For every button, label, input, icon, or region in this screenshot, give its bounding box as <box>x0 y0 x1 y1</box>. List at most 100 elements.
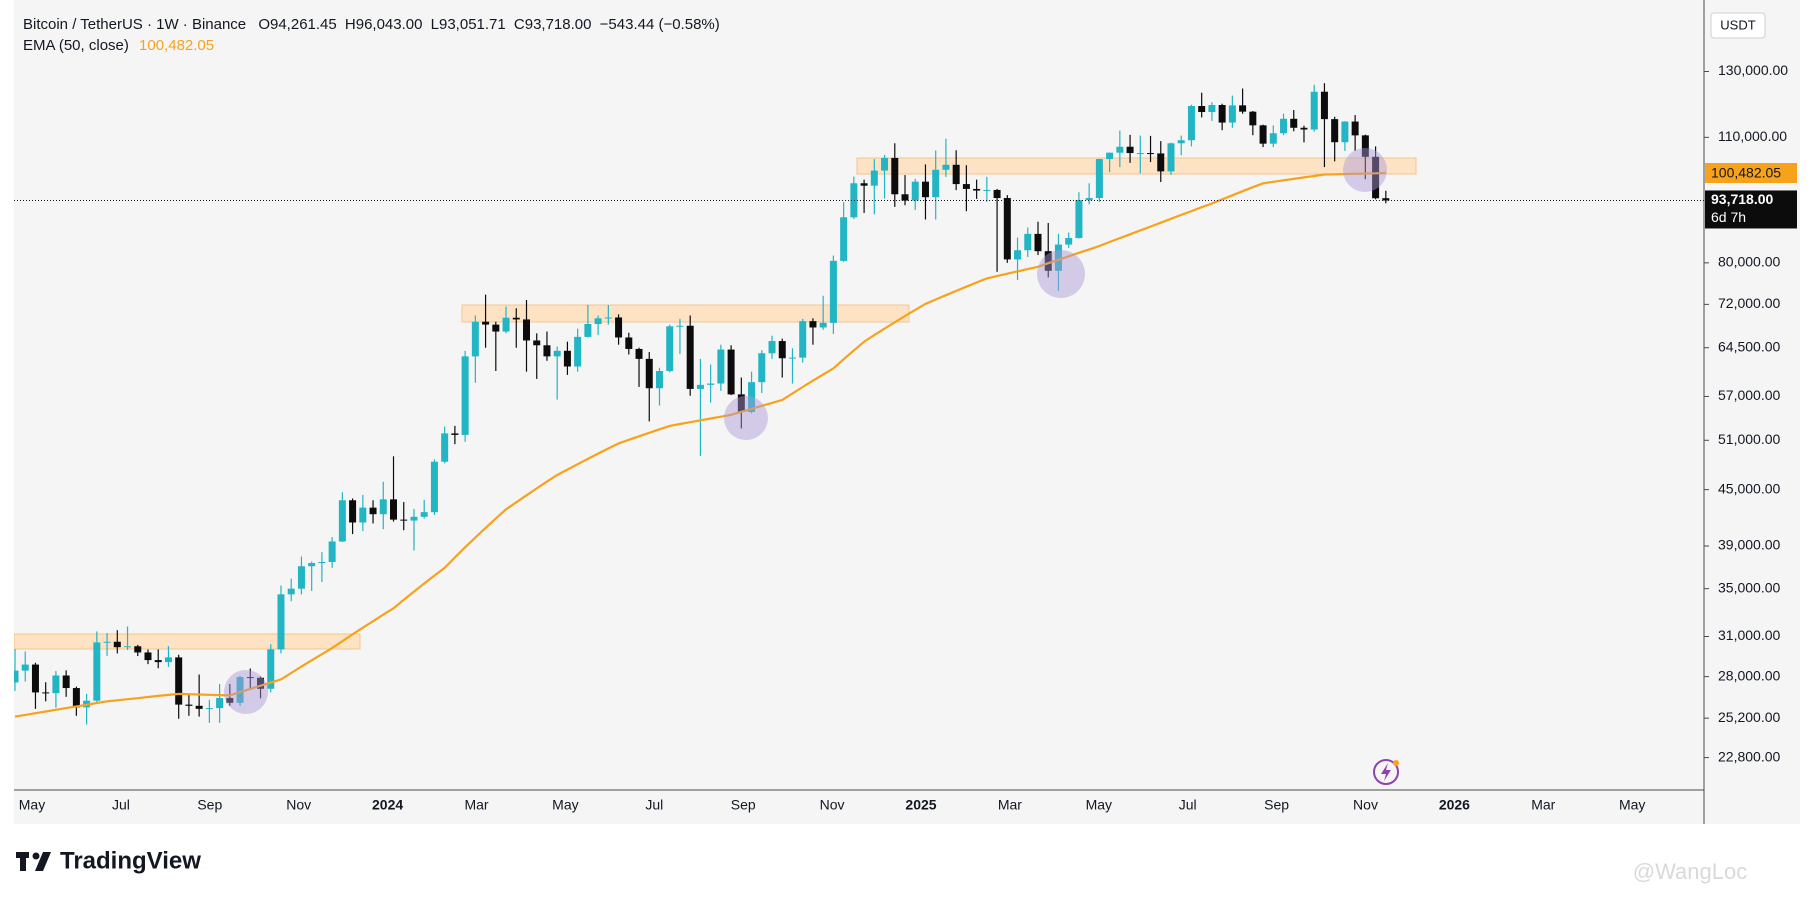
candle-body <box>574 336 582 367</box>
candle-body <box>1351 121 1359 136</box>
candle-body <box>799 321 807 358</box>
ema-layer <box>14 171 1386 718</box>
candle-body <box>788 357 796 359</box>
countdown-label: 6d 7h <box>1711 209 1746 225</box>
legend-row: Bitcoin / TetherUS · 1W · Binance O94,26… <box>23 14 728 35</box>
ohlc: C93,718.00 <box>513 16 592 33</box>
x-tick-label: Mar <box>1531 797 1555 813</box>
x-tick-label: Sep <box>1264 797 1289 813</box>
candle-body <box>1034 233 1042 252</box>
candle-body <box>1198 106 1206 113</box>
candle-body <box>1331 119 1339 143</box>
candle-body <box>748 382 756 412</box>
y-tick-label: 130,000.00 <box>1718 62 1788 78</box>
candle-body <box>1085 198 1093 201</box>
candle-body <box>461 356 469 435</box>
candle-body <box>287 588 295 595</box>
candle-body <box>328 541 336 563</box>
candle-body <box>809 321 817 328</box>
candle-body <box>512 317 520 320</box>
candle-body <box>635 348 643 359</box>
x-tick-label: May <box>1086 797 1112 813</box>
candle-body <box>850 183 858 218</box>
candle-body <box>911 181 919 201</box>
candle-body <box>952 164 960 185</box>
y-tick-label: 110,000.00 <box>1718 128 1787 144</box>
plot-area <box>14 83 1417 725</box>
zone <box>856 157 1417 175</box>
candle-body <box>819 322 827 328</box>
candle-body <box>932 169 940 198</box>
candle-body <box>1187 106 1195 141</box>
y-tick-label: 25,200.00 <box>1718 709 1780 725</box>
candle-body <box>430 461 438 513</box>
legend: Bitcoin / TetherUS · 1W · Binance O94,26… <box>23 14 728 56</box>
alert-icon[interactable] <box>1373 759 1399 785</box>
candle-body <box>594 318 602 325</box>
currency-label: USDT <box>1720 17 1755 32</box>
candle-body <box>1372 156 1380 199</box>
candle-body <box>451 433 459 435</box>
candle-body <box>42 692 50 694</box>
candle-body <box>502 317 510 332</box>
candle-body <box>901 194 909 201</box>
candle-body <box>410 516 418 521</box>
y-tick-label: 45,000.00 <box>1718 480 1780 496</box>
logo-part <box>32 852 40 860</box>
candle-body <box>962 184 970 189</box>
x-tick-label: 2024 <box>372 797 403 813</box>
candle-body <box>1218 105 1226 123</box>
x-tick-label: Sep <box>731 797 756 813</box>
y-tick-label: 80,000.00 <box>1718 254 1780 270</box>
candle-body <box>1024 233 1032 251</box>
candle-body <box>615 317 623 338</box>
candle-body <box>707 383 715 385</box>
candle-body <box>1228 105 1236 123</box>
y-tick-label: 35,000.00 <box>1718 579 1780 595</box>
candle-body <box>1177 140 1185 144</box>
candle-body <box>52 675 60 694</box>
candle-body <box>993 189 1001 199</box>
candle-body <box>1361 135 1369 157</box>
icon-bolt <box>1381 763 1391 781</box>
candle-body <box>717 349 725 384</box>
currency-box[interactable] <box>1710 12 1766 39</box>
candle-body <box>349 500 357 523</box>
x-tick-label: Nov <box>820 797 845 813</box>
highlight-circle <box>724 396 768 440</box>
candle-body <box>973 188 981 191</box>
candle-body <box>1075 200 1083 239</box>
candle-body <box>216 698 224 709</box>
x-tick-label: Jul <box>1179 797 1197 813</box>
candle-body <box>533 340 541 346</box>
candle-body <box>696 384 704 389</box>
brand-name: TradingView <box>60 847 201 874</box>
icon-ring <box>1373 759 1399 785</box>
candle-body <box>1065 238 1073 245</box>
candle-body <box>492 324 500 332</box>
candle-body <box>1208 105 1216 113</box>
candle-body <box>758 353 766 383</box>
candles <box>14 83 1390 725</box>
brand: TradingView <box>16 847 201 874</box>
candle-body <box>1290 118 1298 128</box>
last-price-box <box>1705 190 1797 229</box>
candle-body <box>553 350 561 357</box>
candle-body <box>113 641 121 648</box>
candle-body <box>379 499 387 515</box>
candle-body <box>420 512 428 517</box>
candle-body <box>369 507 377 515</box>
x-tick-label: Mar <box>464 797 488 813</box>
candle-body <box>983 189 991 191</box>
candle-body <box>543 345 551 357</box>
candle-body <box>441 433 449 462</box>
ohlc: O94,261.45 <box>258 16 337 33</box>
x-tick-label: Mar <box>998 797 1022 813</box>
legend-row: EMA (50, close) 100,482.05 <box>23 35 728 56</box>
candle-body <box>1044 251 1052 271</box>
y-tick-label: 31,000.00 <box>1718 627 1780 643</box>
candle-body <box>1259 125 1267 144</box>
candle-body <box>1095 159 1103 199</box>
candle-body <box>1106 152 1114 160</box>
candle-body <box>277 594 285 650</box>
